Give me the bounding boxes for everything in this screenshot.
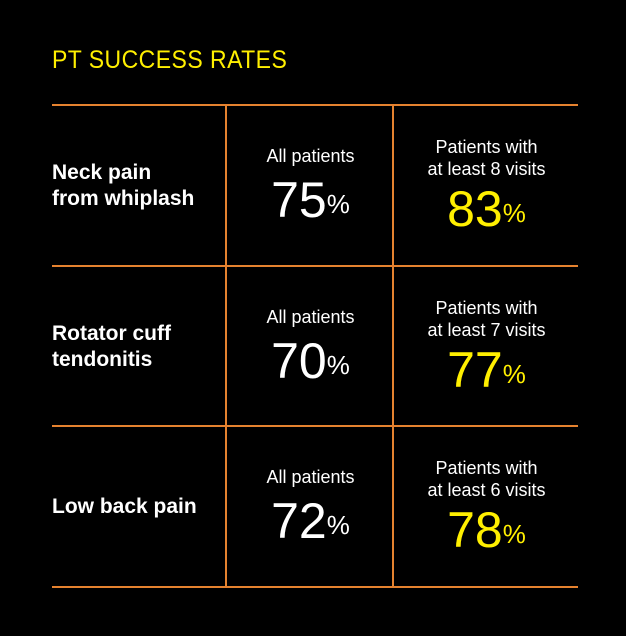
min-visits-value: 83% — [447, 181, 526, 237]
grid-line — [225, 105, 227, 587]
grid-line — [52, 425, 578, 427]
min-visits-cell: Patients with at least 7 visits 77% — [427, 298, 546, 398]
grid-line — [52, 265, 578, 267]
condition-label: Low back pain — [52, 495, 197, 518]
grid-line — [52, 586, 578, 588]
all-patients-value: 70% — [271, 333, 350, 389]
all-patients-cell: All patients 70% — [266, 307, 355, 389]
all-patients-cell: All patients 75% — [266, 146, 355, 228]
min-visits-cell: Patients with at least 6 visits 78% — [427, 458, 546, 558]
all-patients-cell: All patients 72% — [266, 467, 355, 549]
grid-line — [52, 104, 578, 106]
condition-label: Neck pain from whiplash — [52, 161, 195, 210]
table-row: Rotator cuff tendonitis All patients 70% … — [52, 267, 578, 427]
min-visits-value: 78% — [447, 502, 526, 558]
all-patients-value: 75% — [271, 172, 350, 228]
min-visits-cell: Patients with at least 8 visits 83% — [427, 137, 546, 237]
min-visits-value: 77% — [447, 342, 526, 398]
condition-label: Rotator cuff tendonitis — [52, 322, 171, 371]
grid-line — [392, 105, 394, 587]
chart-title: PT SUCCESS RATES — [52, 46, 288, 74]
table-row: Low back pain All patients 72% Patients … — [52, 427, 578, 587]
all-patients-value: 72% — [271, 493, 350, 549]
table-row: Neck pain from whiplash All patients 75% … — [52, 106, 578, 266]
